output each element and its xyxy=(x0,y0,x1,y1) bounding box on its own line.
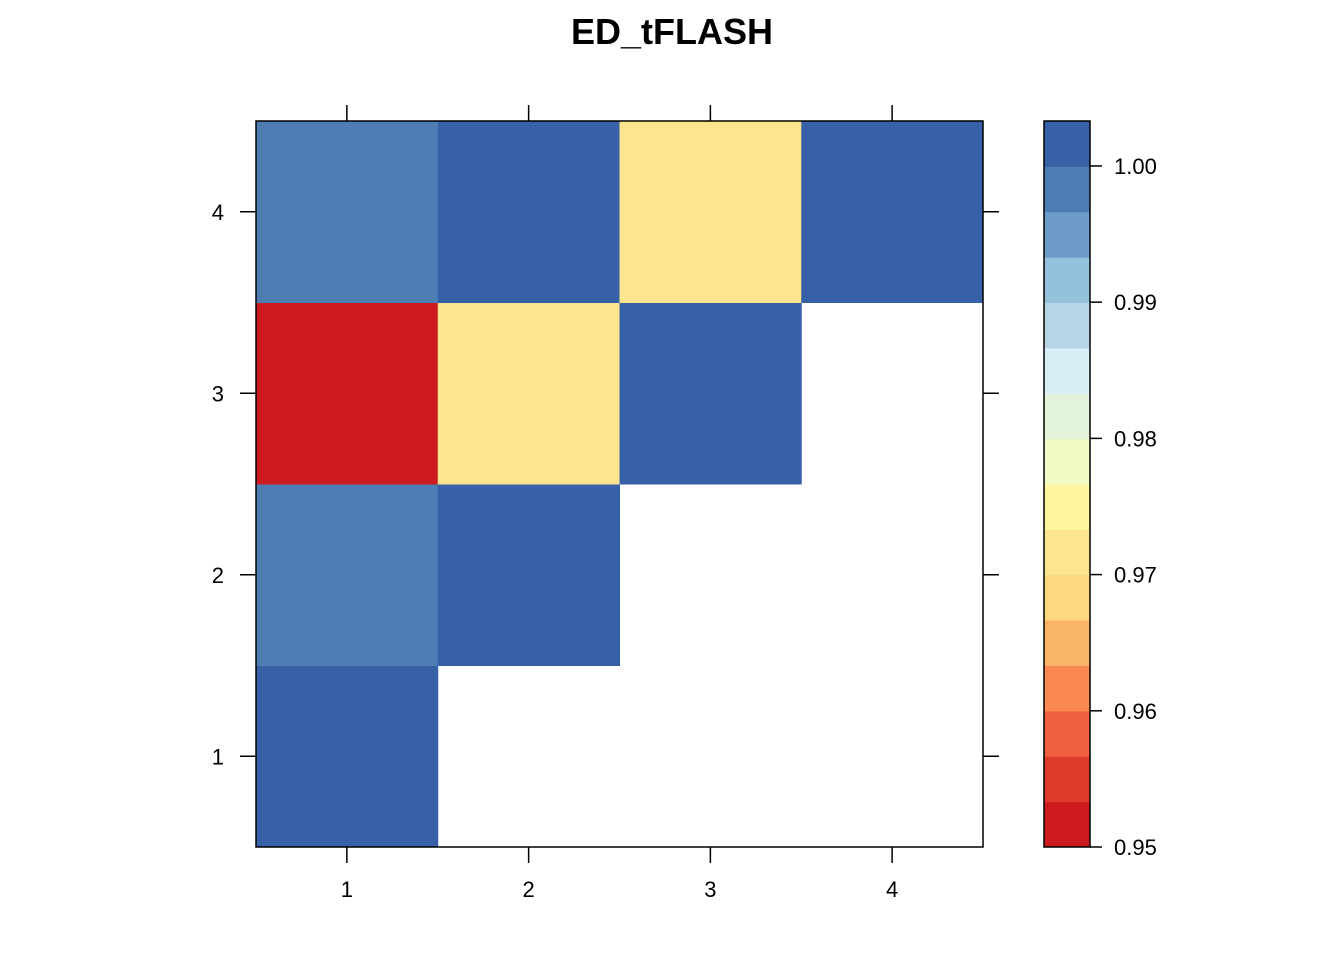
heatmap-cell xyxy=(256,121,439,303)
colorbar-segment xyxy=(1044,665,1090,712)
colorbar-segment xyxy=(1044,756,1090,803)
colorbar-segment xyxy=(1044,438,1090,485)
colorbar-segment xyxy=(1044,347,1090,394)
colorbar-frame xyxy=(1043,120,1091,848)
colorbar-segment xyxy=(1044,620,1090,667)
heatmap-cells xyxy=(256,121,984,848)
colorbar-segment xyxy=(1044,257,1090,304)
colorbar-segment xyxy=(1044,211,1090,258)
heatmap-cell xyxy=(619,302,802,485)
y-tick-label: 1 xyxy=(212,744,224,769)
colorbar-segment xyxy=(1044,121,1090,167)
colorbar-tick-label: 0.95 xyxy=(1114,835,1157,860)
y-tick-label: 2 xyxy=(212,563,224,588)
colorbar-tick-label: 0.98 xyxy=(1114,426,1157,451)
colorbar: 0.95 0.96 0.97 0.98 0.99 1.00 xyxy=(1043,120,1157,860)
heatmap-axes: 1 2 3 4 1 2 3 4 xyxy=(212,105,999,902)
heatmap-cell xyxy=(801,121,984,303)
colorbar-segment xyxy=(1044,393,1090,440)
heatmap-cell xyxy=(256,665,439,848)
chart-title: ED_tFLASH xyxy=(571,11,773,52)
heatmap-cell xyxy=(256,484,439,666)
colorbar-tick-label: 0.97 xyxy=(1114,563,1157,588)
y-tick-label: 3 xyxy=(212,381,224,406)
y-tick-label: 4 xyxy=(212,200,224,225)
heatmap-cell xyxy=(437,121,620,303)
colorbar-segment xyxy=(1044,710,1090,757)
x-tick-label: 1 xyxy=(341,877,353,902)
colorbar-segment xyxy=(1044,801,1090,848)
heatmap-cell xyxy=(619,121,802,303)
colorbar-segment xyxy=(1044,166,1090,213)
colorbar-segment xyxy=(1044,574,1090,621)
colorbar-tick-label: 0.99 xyxy=(1114,290,1157,315)
heatmap-cell xyxy=(437,484,620,666)
colorbar-tick-label: 0.96 xyxy=(1114,699,1157,724)
x-tick-label: 3 xyxy=(704,877,716,902)
colorbar-tick-label: 1.00 xyxy=(1114,154,1157,179)
plot-frame xyxy=(255,120,984,848)
x-tick-label: 2 xyxy=(523,877,535,902)
colorbar-segment xyxy=(1044,484,1090,530)
x-tick-label: 4 xyxy=(886,877,898,902)
heatmap-cell xyxy=(437,302,620,485)
colorbar-segment xyxy=(1044,302,1090,349)
colorbar-segment xyxy=(1044,529,1090,576)
heatmap-cell xyxy=(256,302,439,485)
